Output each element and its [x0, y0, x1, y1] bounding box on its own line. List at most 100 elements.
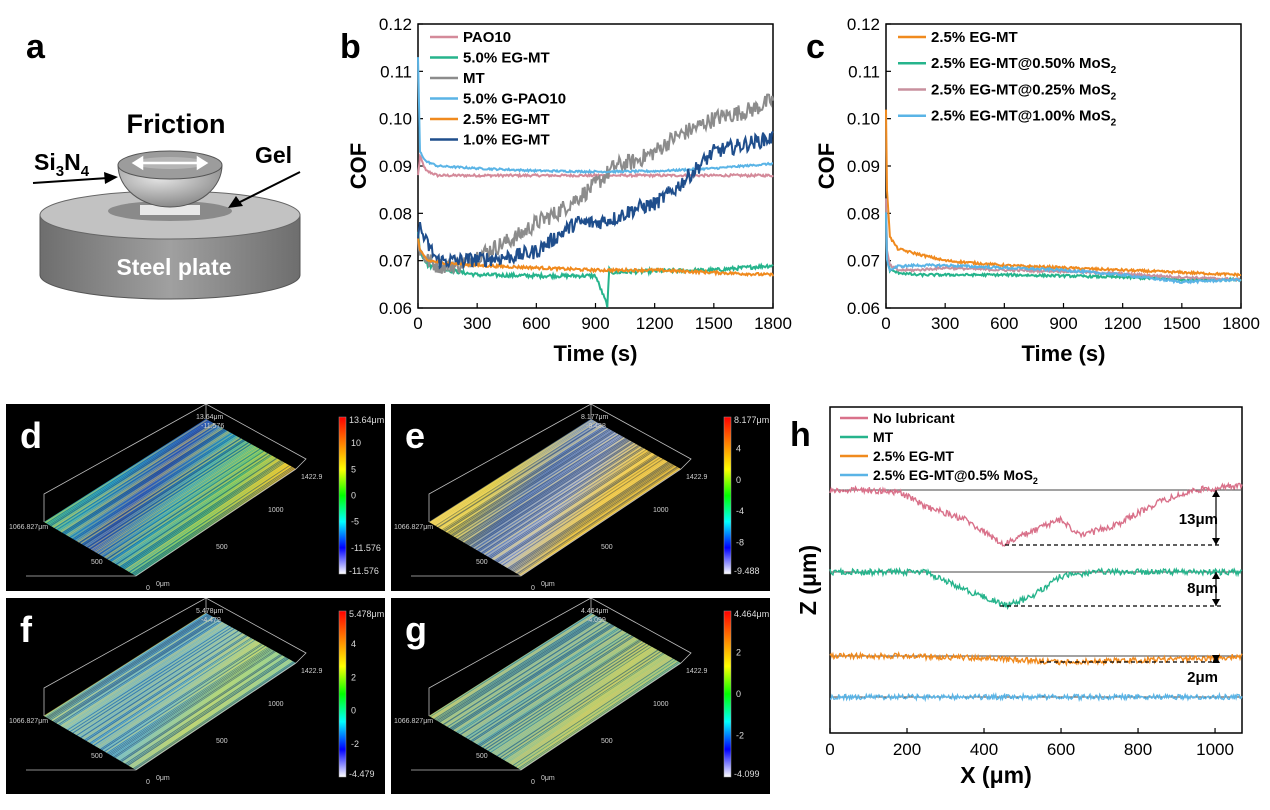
- x-extent-label: 1422.9: [301, 474, 323, 481]
- x-tick-label: 1000: [268, 507, 284, 514]
- z-max-label: 8.177μm: [581, 414, 609, 421]
- scale-tick-label: 0: [736, 475, 741, 485]
- scale-min-label: -4.099: [734, 769, 760, 779]
- surface-image-f: 5.478μm -4.479 1066.827μm 500 0 0μm 500 1000 142…: [6, 598, 385, 794]
- origin-label: 0μm: [541, 775, 555, 782]
- legend-entry: 2.5% EG-MT: [463, 111, 550, 128]
- scale-min-label: -9.488: [734, 566, 760, 576]
- y-tick-label: 0.10: [847, 110, 880, 129]
- x-tick-label: 1000: [1196, 740, 1234, 759]
- panel-label-d: d: [20, 415, 42, 456]
- panel-label-f: f: [20, 609, 33, 650]
- legend-entry: 1.0% EG-MT: [463, 132, 550, 149]
- x-tick-label: 600: [522, 314, 550, 333]
- x-axis-label: X (μm): [960, 762, 1032, 788]
- panel-label-g: g: [405, 609, 427, 650]
- y-tick-label: 500: [91, 559, 103, 566]
- x-tick-label: 300: [463, 314, 491, 333]
- axis-frame: [205, 598, 307, 664]
- axis-frame: [43, 598, 207, 716]
- x-tick-label: 1800: [754, 314, 792, 333]
- y-extent-label: 1066.827μm: [394, 524, 433, 531]
- legend-entry: No lubricant: [873, 410, 955, 426]
- x-tick-label: 900: [1049, 314, 1077, 333]
- friction-label: Friction: [127, 109, 226, 139]
- x-tick-label: 500: [601, 738, 613, 745]
- y-tick-label: 0.08: [847, 204, 880, 223]
- legend-entry: 2.5% EG-MT@0.5% MoS2: [873, 467, 1038, 486]
- x-tick-label: 1200: [636, 314, 674, 333]
- plot-frame: [417, 23, 774, 309]
- panel-label-h: h: [790, 416, 811, 454]
- series-line: [417, 57, 773, 175]
- z-min-label: -4.479: [201, 617, 221, 624]
- plot-frame: [829, 406, 1243, 734]
- surface-mesh: [429, 613, 681, 770]
- color-scale-bar: [723, 610, 732, 778]
- friction-direction-arrow: [131, 155, 209, 171]
- axis-frame: [428, 598, 592, 716]
- y-tick-label: 0.07: [379, 252, 412, 271]
- axis-frame: [411, 662, 682, 771]
- y-axis-label: Z (μm): [795, 545, 821, 615]
- depth-arrow-head: [1212, 490, 1220, 497]
- panel-label-a: a: [26, 28, 45, 66]
- scale-tick-label: -2: [736, 731, 744, 741]
- x-tick-label: 1000: [653, 701, 669, 708]
- color-scale-bar: [338, 416, 347, 575]
- steel-plate-label: Steel plate: [116, 254, 231, 280]
- x-tick-label: 500: [216, 544, 228, 551]
- scale-min-label: -11.576: [349, 566, 379, 576]
- x-tick-label: 1800: [1222, 314, 1260, 333]
- si3n4-pointer: [32, 177, 109, 184]
- series-line: [417, 130, 774, 271]
- origin-label: 0: [146, 779, 150, 786]
- x-tick-label: 900: [581, 314, 609, 333]
- y-extent-label: 1066.827μm: [394, 718, 433, 725]
- profile-line: [829, 566, 1243, 611]
- legend-entry: 5.0% G-PAO10: [463, 91, 566, 108]
- axis-frame: [428, 404, 592, 522]
- x-tick-label: 800: [1124, 740, 1152, 759]
- origin-label: 0μm: [156, 581, 170, 588]
- x-tick-label: 500: [601, 544, 613, 551]
- legend-entry: 2.5% EG-MT@1.00% MoS2: [931, 108, 1117, 129]
- legend-entry: 2.5% EG-MT: [931, 29, 1018, 46]
- axis-frame: [590, 598, 692, 664]
- x-tick-label: 300: [931, 314, 959, 333]
- z-max-label: 5.478μm: [196, 608, 224, 615]
- profile-line: [829, 650, 1243, 668]
- y-axis-label: COF: [814, 143, 839, 189]
- y-axis-label: COF: [346, 143, 371, 189]
- y-tick-label: 0.09: [847, 157, 880, 176]
- series-line: [417, 153, 774, 179]
- series-line: [417, 231, 774, 308]
- x-axis-label: Time (s): [554, 341, 638, 366]
- series-line: [885, 212, 1241, 285]
- legend-entry: 2.5% EG-MT@0.50% MoS2: [931, 55, 1117, 76]
- gel-pointer-head: [228, 196, 243, 208]
- x-tick-label: 1000: [653, 507, 669, 514]
- scale-tick-label: 2: [736, 648, 741, 658]
- x-tick-label: 400: [970, 740, 998, 759]
- origin-label: 0: [531, 779, 535, 786]
- panel-label-e: e: [405, 415, 425, 456]
- x-tick-label: 200: [893, 740, 921, 759]
- x-extent-label: 1422.9: [686, 668, 708, 675]
- y-tick-label: 0.07: [847, 252, 880, 271]
- legend-entry: MT: [873, 429, 894, 445]
- series-line: [417, 93, 774, 275]
- y-tick-label: 0.06: [847, 299, 880, 318]
- depth-arrow-head: [1212, 538, 1220, 545]
- origin-label: 0μm: [541, 581, 555, 588]
- x-extent-label: 1422.9: [301, 668, 323, 675]
- axis-frame: [43, 404, 207, 522]
- y-tick-label: 500: [476, 753, 488, 760]
- x-tick-label: 1500: [695, 314, 733, 333]
- x-tick-label: 600: [1047, 740, 1075, 759]
- profile-line: [829, 481, 1243, 547]
- scale-max-label: 5.478μm: [349, 609, 384, 619]
- legend-entry: PAO10: [463, 29, 511, 46]
- surface-image-d: 13.64μm -11.576 1066.827μm 500 0 0μm 500 1000 14…: [6, 404, 385, 591]
- origin-label: 0: [531, 585, 535, 591]
